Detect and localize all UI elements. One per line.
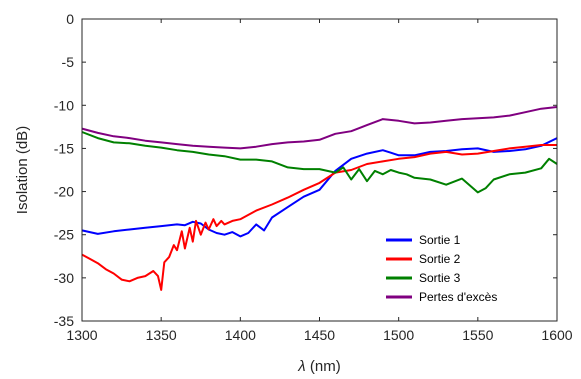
x-tick-label: 1450 [304,327,335,343]
series-line-3 [81,131,558,194]
y-tick-label: -35 [54,313,74,329]
x-tick-label: 1550 [462,327,493,343]
y-axis-label: Isolation (dB) [14,126,31,214]
legend-label: Sortie 3 [419,271,461,285]
y-tick-label: -30 [54,270,74,286]
y-axis: 0 -5 -10 -15 -20 -25 -30 -35 [54,11,557,329]
legend: Sortie 1 Sortie 2 Sortie 3 Pertes d'excès [382,228,546,312]
legend-label: Sortie 2 [419,252,461,266]
series-line-4 [81,106,558,150]
x-tick-label: 1400 [225,327,256,343]
series-line-2 [81,144,557,291]
legend-label: Pertes d'excès [419,290,497,304]
plot-lines [81,106,558,291]
x-axis-label: λ (nm) [297,358,340,375]
x-axis-label-unit: (nm) [306,358,341,375]
x-tick-label: 1600 [541,327,572,343]
series-line-1 [81,137,558,238]
x-axis: 1300 1350 1400 1450 1500 1550 1600 [66,19,573,343]
x-tick-label: 1350 [146,327,177,343]
legend-label: Sortie 1 [419,233,461,247]
y-tick-label: -15 [54,140,74,156]
x-axis-label-symbol: λ [297,358,305,375]
y-tick-label: 0 [66,11,74,27]
x-tick-label: 1300 [66,327,97,343]
y-tick-label: -10 [54,97,74,113]
y-tick-label: -20 [54,184,74,200]
y-tick-label: -25 [54,227,74,243]
x-tick-label: 1500 [383,327,414,343]
y-tick-label: -5 [62,54,75,70]
